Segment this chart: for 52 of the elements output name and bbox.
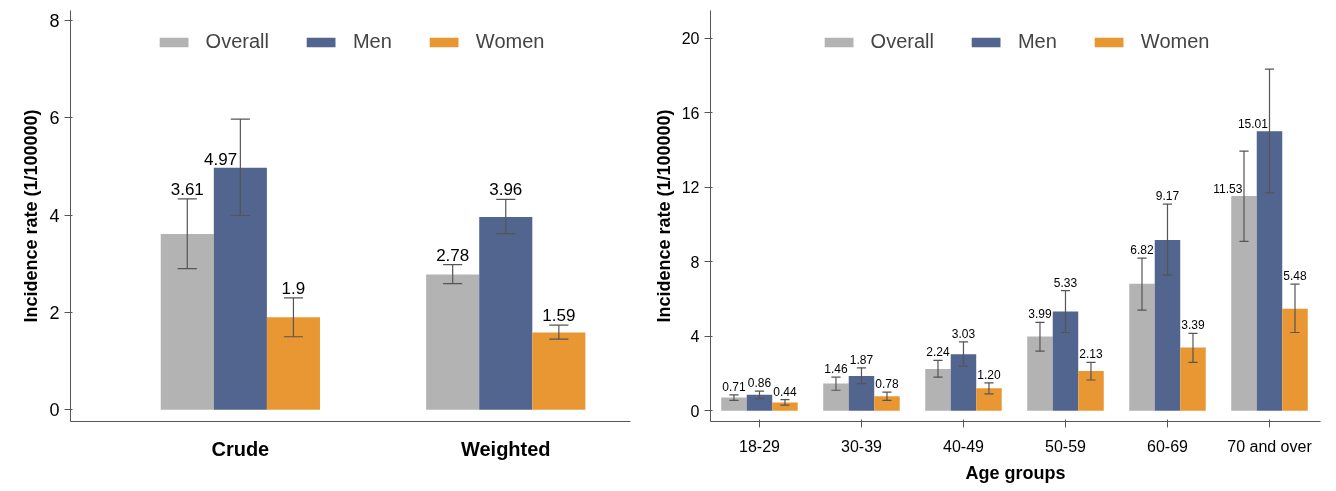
y-tick-label: 0 (49, 400, 60, 421)
data-label: 3.99 (1028, 307, 1052, 322)
data-label: 11.53 (1213, 182, 1243, 197)
x-tick-label: 70 and over (1227, 437, 1313, 455)
x-tick-label: 40-49 (943, 437, 985, 455)
data-label: 15.01 (1237, 117, 1269, 132)
data-label: 6.82 (1130, 243, 1154, 258)
data-label: 2.13 (1079, 347, 1103, 362)
x-tick-label: 60-69 (1147, 437, 1189, 455)
y-tick-label: 8 (49, 10, 60, 31)
data-label: 5.33 (1053, 275, 1078, 290)
data-label: 9.17 (1155, 189, 1180, 204)
data-label: 1.9 (281, 278, 306, 298)
x-tick-label: 18-29 (739, 437, 781, 455)
x-tick-label: 30-39 (841, 437, 883, 455)
legend-label: Men (352, 30, 392, 53)
y-tick-label: 6 (49, 108, 60, 129)
x-tick-label: Crude (211, 437, 270, 460)
data-label: 0.86 (747, 376, 772, 391)
data-label: 0.78 (875, 377, 899, 392)
data-label: 3.61 (170, 179, 204, 199)
y-tick-label: 2 (49, 302, 60, 323)
y-tick-label: 4 (690, 328, 700, 346)
data-label: 3.39 (1181, 318, 1205, 333)
x-tick-label: 50-59 (1045, 437, 1087, 455)
legend-label: Women (475, 30, 545, 53)
y-axis-title: Incidence rate (1/100000) (653, 109, 674, 323)
data-label: 1.20 (977, 367, 1001, 382)
data-label: 3.03 (951, 326, 976, 341)
data-label: 4.97 (204, 149, 238, 169)
data-label: 1.46 (824, 362, 848, 377)
data-label: 1.59 (542, 306, 576, 326)
y-tick-label: 16 (681, 104, 700, 122)
y-tick-label: 0 (690, 402, 700, 420)
y-axis-title: Incidence rate (1/100000) (21, 109, 42, 323)
data-label: 5.48 (1283, 269, 1307, 284)
y-tick-label: 4 (49, 205, 60, 226)
data-label: 3.96 (489, 180, 523, 200)
data-label: 2.78 (436, 245, 470, 265)
legend-label: Men (1017, 30, 1057, 53)
data-label: 1.87 (849, 352, 874, 367)
x-tick-label: Weighted (460, 437, 551, 460)
legend-label: Women (1140, 30, 1210, 53)
y-tick-label: 8 (690, 253, 700, 271)
y-tick-label: 20 (681, 30, 700, 48)
data-label: 0.44 (773, 384, 797, 399)
legend-label: Overall (205, 30, 269, 53)
legend-label: Overall (870, 30, 934, 53)
data-label: 0.71 (722, 379, 746, 394)
x-axis-title: Age groups (965, 462, 1066, 483)
y-tick-label: 12 (681, 179, 700, 197)
data-label: 2.24 (926, 345, 950, 360)
